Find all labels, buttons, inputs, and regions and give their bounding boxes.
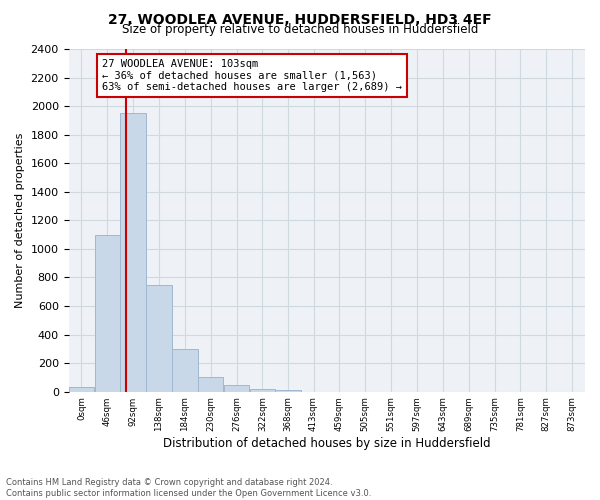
Bar [250, 389, 275, 392]
Bar [146, 284, 172, 392]
Bar [224, 384, 250, 392]
Bar [275, 390, 301, 392]
Bar [198, 378, 223, 392]
Text: Contains HM Land Registry data © Crown copyright and database right 2024.
Contai: Contains HM Land Registry data © Crown c… [6, 478, 371, 498]
Text: Size of property relative to detached houses in Huddersfield: Size of property relative to detached ho… [122, 22, 478, 36]
Bar [68, 388, 94, 392]
Text: 27, WOODLEA AVENUE, HUDDERSFIELD, HD3 4EF: 27, WOODLEA AVENUE, HUDDERSFIELD, HD3 4E… [108, 12, 492, 26]
Bar [95, 234, 120, 392]
Y-axis label: Number of detached properties: Number of detached properties [15, 132, 25, 308]
Text: 27 WOODLEA AVENUE: 103sqm
← 36% of detached houses are smaller (1,563)
63% of se: 27 WOODLEA AVENUE: 103sqm ← 36% of detac… [102, 59, 402, 92]
Bar [121, 114, 146, 392]
X-axis label: Distribution of detached houses by size in Huddersfield: Distribution of detached houses by size … [163, 437, 491, 450]
Bar [172, 349, 197, 392]
